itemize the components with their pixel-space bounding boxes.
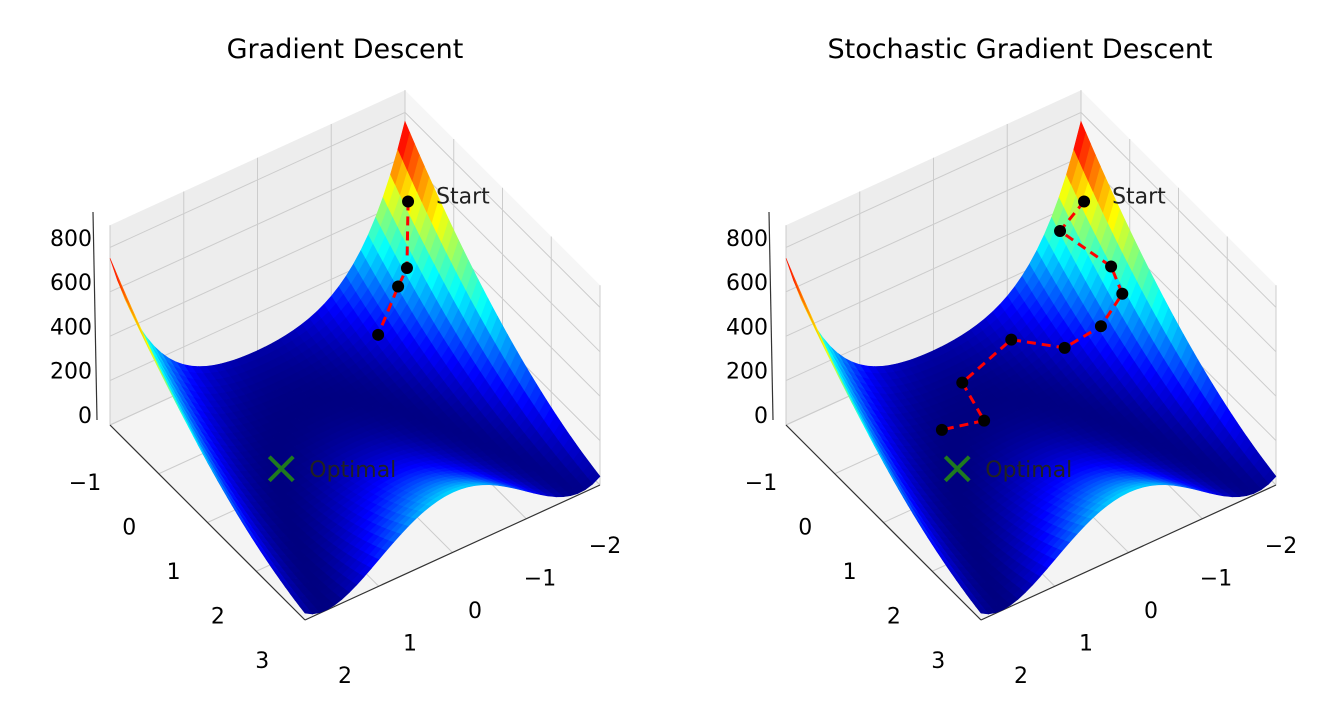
wall-gridline bbox=[109, 111, 406, 248]
z-axis-line bbox=[768, 211, 774, 421]
optimal-label: Optimal bbox=[309, 458, 396, 483]
path-point bbox=[402, 195, 415, 208]
optimal-x-icon bbox=[943, 455, 971, 483]
wall-gridline bbox=[404, 112, 601, 308]
y-tick-label: −1 bbox=[69, 471, 101, 496]
descent-path-line bbox=[376, 201, 410, 336]
path-point bbox=[392, 280, 405, 293]
wall-gridline bbox=[109, 200, 406, 337]
z-tick-label: 600 bbox=[726, 271, 768, 296]
path-point bbox=[1105, 260, 1118, 273]
start-label: Start bbox=[436, 184, 490, 209]
surface bbox=[785, 120, 1277, 615]
x-tick-label: 2 bbox=[338, 664, 352, 689]
x-tick-label: −1 bbox=[1200, 567, 1232, 592]
z-tick-label: 400 bbox=[50, 315, 92, 340]
y-tick-label: 0 bbox=[798, 516, 812, 541]
optimal-x-stroke bbox=[943, 455, 971, 483]
z-tick-label: 800 bbox=[50, 227, 92, 252]
y-tick-label: 2 bbox=[211, 605, 225, 630]
x-tick-label: 0 bbox=[468, 599, 482, 624]
z-tick-label: 400 bbox=[726, 315, 768, 340]
x-tick-label: −2 bbox=[1265, 534, 1297, 559]
y-axis-line bbox=[785, 424, 982, 621]
z-tick-label: 0 bbox=[78, 404, 92, 429]
y-tick-label: 1 bbox=[843, 560, 857, 585]
path-point bbox=[956, 376, 969, 389]
path-point bbox=[1116, 287, 1129, 300]
x-tick-label: 1 bbox=[1079, 632, 1093, 657]
x-axis-line bbox=[980, 484, 1277, 621]
z-tick-label: 800 bbox=[726, 227, 768, 252]
optimal-x-icon bbox=[267, 455, 295, 483]
surface-patch bbox=[975, 606, 990, 615]
wall-gridline bbox=[404, 156, 601, 353]
path-point bbox=[1005, 333, 1018, 346]
surface bbox=[109, 120, 601, 615]
gradient-descent-panel: Gradient Descent 0200400600800−10123210−… bbox=[50, 34, 621, 689]
x-tick-label: 2 bbox=[1014, 664, 1028, 689]
y-tick-label: 0 bbox=[122, 516, 136, 541]
x-tick-label: 1 bbox=[403, 632, 417, 657]
wall-gridline bbox=[785, 156, 1082, 293]
chart-title: Gradient Descent bbox=[227, 34, 464, 65]
chart-title: Stochastic Gradient Descent bbox=[827, 34, 1212, 65]
start-label: Start bbox=[1112, 184, 1166, 209]
path-point bbox=[1078, 195, 1091, 208]
y-tick-label: 3 bbox=[931, 649, 945, 674]
x-tick-label: −1 bbox=[524, 567, 556, 592]
wall-gridline bbox=[109, 156, 406, 293]
y-tick-label: 2 bbox=[887, 605, 901, 630]
wall-gridline bbox=[1080, 156, 1277, 353]
path-point bbox=[372, 328, 385, 341]
y-tick-label: 3 bbox=[255, 649, 269, 674]
optimal-label: Optimal bbox=[985, 458, 1072, 483]
y-tick-label: 1 bbox=[167, 560, 181, 585]
path-point bbox=[1058, 341, 1071, 354]
path-point bbox=[978, 414, 991, 427]
y-tick-label: −1 bbox=[745, 471, 777, 496]
z-tick-label: 0 bbox=[754, 404, 768, 429]
descent-path-line bbox=[941, 200, 1124, 432]
path-point bbox=[935, 423, 948, 436]
optimal-x-stroke bbox=[267, 455, 295, 483]
y-axis-line bbox=[109, 424, 306, 621]
z-tick-label: 600 bbox=[50, 271, 92, 296]
wall-gridline bbox=[1080, 112, 1277, 308]
path-point bbox=[1054, 225, 1067, 237]
x-axis-line bbox=[304, 484, 601, 621]
x-tick-label: 0 bbox=[1144, 599, 1158, 624]
sgd-panel: Stochastic Gradient Descent 020040060080… bbox=[726, 34, 1297, 689]
z-tick-label: 200 bbox=[726, 360, 768, 385]
z-tick-label: 200 bbox=[50, 360, 92, 385]
wall-gridline bbox=[785, 111, 1082, 248]
surface-patch bbox=[299, 606, 314, 615]
z-axis-line bbox=[92, 211, 98, 421]
path-point bbox=[400, 261, 413, 274]
wall-gridline bbox=[785, 200, 1082, 337]
path-point bbox=[1094, 320, 1107, 333]
x-tick-label: −2 bbox=[589, 534, 621, 559]
